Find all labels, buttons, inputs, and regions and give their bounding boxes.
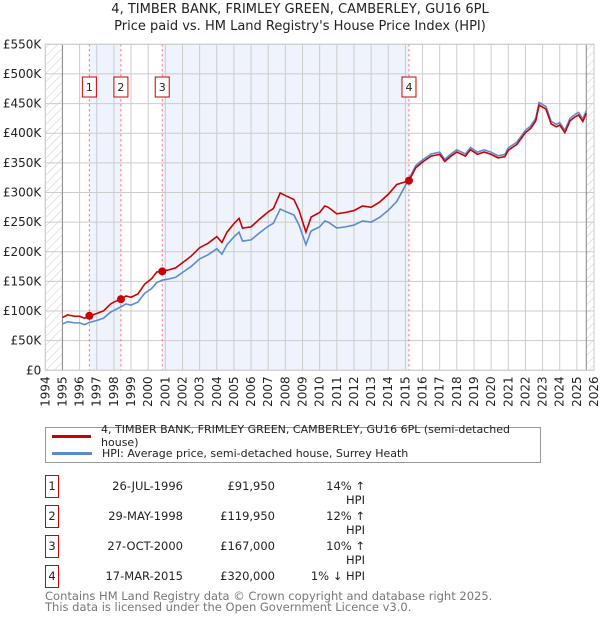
hpi-line xyxy=(62,101,588,326)
sale-label-box: 1 xyxy=(81,76,97,98)
legend-item-hpi: HPI: Average price, semi-detached house,… xyxy=(52,445,408,461)
x-tick-label: 2018 xyxy=(450,376,464,407)
x-tick-label: 2010 xyxy=(313,376,327,407)
x-tick-label: 2001 xyxy=(158,376,172,407)
x-tick-label: 1996 xyxy=(73,376,87,407)
sale-label-box: 4 xyxy=(401,76,417,98)
y-tick-label: £550K xyxy=(3,37,43,51)
y-tick-label: £50K xyxy=(11,334,43,348)
property-price-line xyxy=(62,103,588,320)
x-tick-label: 2012 xyxy=(347,376,361,407)
y-tick-label: £350K xyxy=(3,156,43,170)
sale-label-number: 4 xyxy=(405,81,412,94)
legend: 4, TIMBER BANK, FRIMLEY GREEN, CAMBERLEY… xyxy=(45,423,541,463)
y-tick-label: £200K xyxy=(3,245,43,259)
x-tick-label: 2003 xyxy=(193,376,207,407)
x-tick-label: 2025 xyxy=(570,376,584,407)
x-tick-label: 2006 xyxy=(244,376,258,407)
x-tick-label: 2016 xyxy=(416,376,430,407)
legend-label-hpi: HPI: Average price, semi-detached house,… xyxy=(102,446,409,460)
y-tick-label: £500K xyxy=(3,67,43,81)
no-data-region xyxy=(45,44,63,371)
x-tick-label: 1995 xyxy=(55,376,69,407)
y-tick-label: £400K xyxy=(3,126,43,140)
price-chart: £0 £50K £100K £150K £200K £250K £300K £350K £400… xyxy=(3,37,600,407)
x-tick-label: 2011 xyxy=(330,376,344,407)
y-tick-label: £100K xyxy=(3,304,43,318)
x-tick-label: 2013 xyxy=(364,376,378,407)
y-tick-label: £300K xyxy=(3,185,43,199)
chart-subtitle: Price paid vs. HM Land Registry's House … xyxy=(114,19,486,34)
x-tick-label: 2021 xyxy=(501,376,515,407)
sale-label-number: 1 xyxy=(86,81,93,94)
sale-price: £91,950 xyxy=(227,479,275,493)
sale-price: £119,950 xyxy=(220,509,275,523)
sale-price: £320,000 xyxy=(220,569,275,583)
x-tick-label: 2004 xyxy=(210,376,224,407)
x-tick-label: 2015 xyxy=(398,376,412,407)
y-tick-label: £250K xyxy=(3,215,43,229)
sale-hpi-diff: 14% ↑ HPI xyxy=(326,479,365,507)
x-tick-label: 2008 xyxy=(278,376,292,407)
x-tick-label: 2000 xyxy=(141,376,155,407)
sale-label-border xyxy=(154,76,170,98)
sale-label-number: 3 xyxy=(159,81,166,94)
x-tick-label: 2022 xyxy=(518,376,532,407)
sale-hpi-diff: 10% ↑ HPI xyxy=(326,539,365,567)
sale-point xyxy=(85,311,94,320)
sale-date: 26-JUL-1996 xyxy=(112,479,183,493)
sale-number-badge: 2 xyxy=(45,505,59,528)
sale-number-badge: 3 xyxy=(45,535,59,558)
sale-label-box: 2 xyxy=(113,76,129,98)
x-tick-label: 1997 xyxy=(90,376,104,407)
chart-title: 4, TIMBER BANK, FRIMLEY GREEN, CAMBERLEY… xyxy=(111,2,489,17)
sale-date: 27-OCT-2000 xyxy=(107,539,183,553)
legend-label-property: 4, TIMBER BANK, FRIMLEY GREEN, CAMBERLEY… xyxy=(101,423,510,449)
x-tick-label: 2005 xyxy=(227,376,241,407)
footer-copyright: Contains HM Land Registry data © Crown c… xyxy=(45,589,493,603)
sale-point xyxy=(404,176,413,185)
plot-border xyxy=(44,43,595,371)
legend-line-red xyxy=(52,434,92,438)
footer-licence: This data is licensed under the Open Gov… xyxy=(45,600,412,614)
x-tick-label: 2017 xyxy=(433,376,447,407)
sale-date: 17-MAR-2015 xyxy=(105,569,183,583)
sale-label-number: 2 xyxy=(117,81,124,94)
sale-label-box: 3 xyxy=(154,76,170,98)
x-tick-label: 2019 xyxy=(467,376,481,407)
x-tick-label: 2002 xyxy=(175,376,189,407)
legend-line-blue xyxy=(52,451,92,455)
sale-hpi-diff: 1% ↓ HPI xyxy=(310,569,365,583)
sale-label-border xyxy=(401,76,417,98)
x-tick-label: 1998 xyxy=(107,376,121,407)
x-tick-label: 2007 xyxy=(261,376,275,407)
sale-number-badge: 1 xyxy=(45,475,59,498)
sale-label-border xyxy=(113,76,129,98)
no-data-region xyxy=(586,44,594,371)
sale-point xyxy=(158,267,167,276)
x-tick-label: 1999 xyxy=(124,376,138,407)
sale-point xyxy=(116,295,125,304)
sale-date: 29-MAY-1998 xyxy=(108,509,183,523)
sale-price: £167,000 xyxy=(220,539,275,553)
x-tick-label: 2009 xyxy=(296,376,310,407)
y-tick-label: £150K xyxy=(3,274,43,288)
legend-item-property: 4, TIMBER BANK, FRIMLEY GREEN, CAMBERLEY… xyxy=(52,423,540,449)
x-tick-label: 2014 xyxy=(381,376,395,407)
x-tick-label: 2023 xyxy=(536,376,550,407)
x-tick-label: 1994 xyxy=(38,376,52,407)
sale-hpi-diff: 12% ↑ HPI xyxy=(326,509,365,537)
x-tick-label: 2020 xyxy=(484,376,498,407)
x-tick-label: 2024 xyxy=(553,376,567,407)
y-tick-label: £0 xyxy=(26,363,41,377)
sale-number-badge: 4 xyxy=(45,565,59,588)
x-tick-label: 2026 xyxy=(587,376,600,407)
y-tick-label: £450K xyxy=(3,97,43,111)
sale-label-border xyxy=(81,76,97,98)
